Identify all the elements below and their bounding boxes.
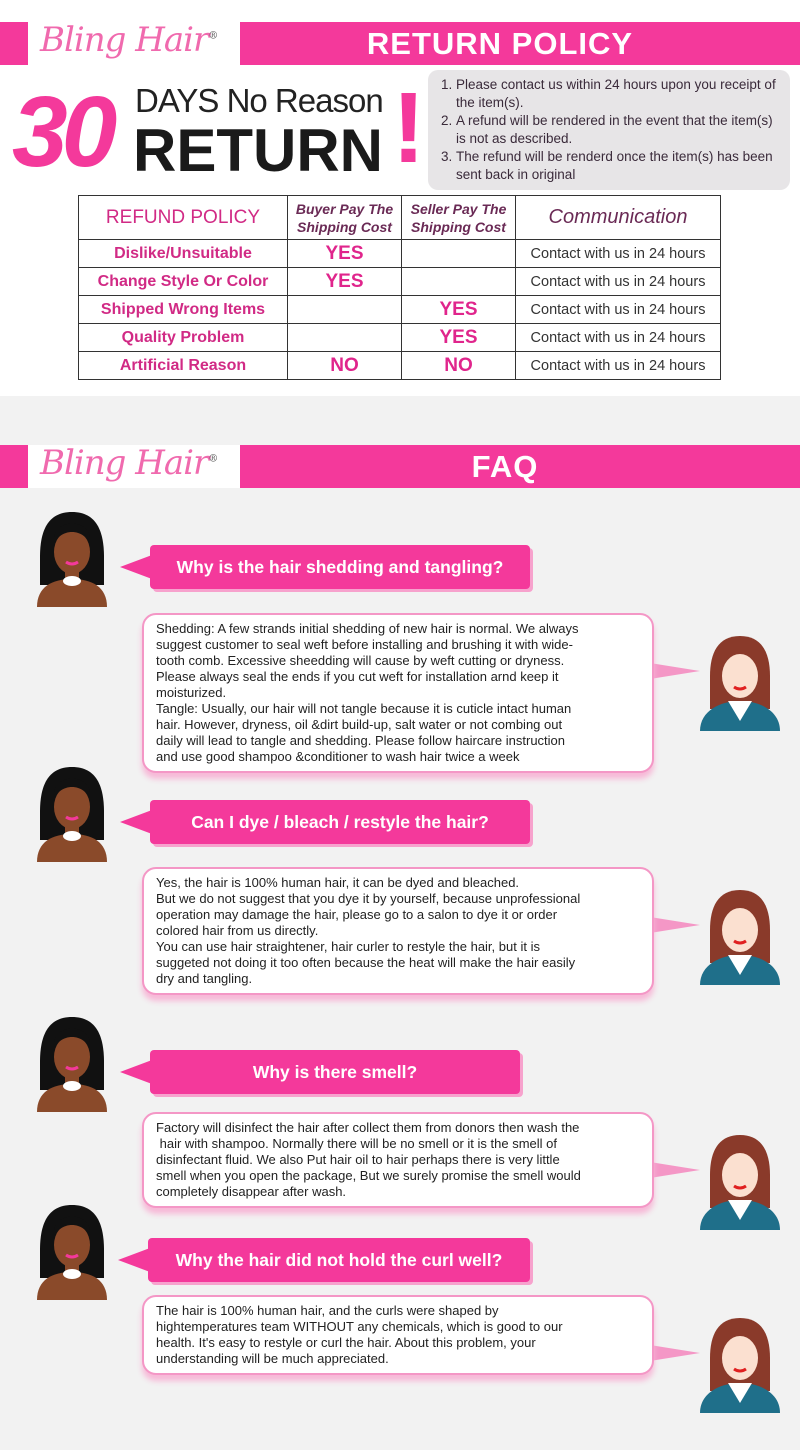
table-row: Artificial Reason NO NO Contact with us in … bbox=[78, 351, 721, 380]
cell: Contact with us in 24 hours bbox=[515, 239, 721, 268]
faq-answer: Factory will disinfect the hair after co… bbox=[142, 1112, 654, 1208]
policy-notes: Please contact us within 24 hours upon y… bbox=[428, 70, 790, 190]
brand-logo: Bling Hair® bbox=[40, 20, 218, 60]
header-left-accent bbox=[0, 22, 28, 65]
answer-pointer bbox=[650, 1345, 700, 1361]
cell bbox=[401, 239, 516, 268]
cell: Contact with us in 24 hours bbox=[515, 351, 721, 380]
customer-avatar bbox=[32, 762, 112, 867]
table-row: Dislike/Unsuitable YES Contact with us in … bbox=[78, 239, 721, 268]
policy-point: The refund will be renderd once the item… bbox=[456, 148, 782, 184]
cell: Contact with us in 24 hours bbox=[515, 295, 721, 324]
cell: NO bbox=[401, 351, 516, 380]
faq-answer: The hair is 100% human hair, and the cur… bbox=[142, 1295, 654, 1375]
question-pointer bbox=[120, 555, 152, 579]
col-header: Buyer Pay The Shipping Cost bbox=[287, 195, 402, 240]
answer-pointer bbox=[650, 663, 700, 679]
cell: Shipped Wrong Items bbox=[78, 295, 288, 324]
faq-left-accent bbox=[0, 445, 28, 488]
policy-point: A refund will be rendered in the event t… bbox=[456, 112, 782, 148]
cell bbox=[287, 323, 402, 352]
col-header: Communication bbox=[515, 195, 721, 240]
faq-question: Why is the hair shedding and tangling? bbox=[150, 545, 530, 589]
hero-line2: RETURN bbox=[133, 117, 383, 184]
return-policy-title: RETURN POLICY bbox=[240, 22, 800, 65]
support-avatar bbox=[700, 631, 780, 736]
refund-policy-table: REFUND POLICY Buyer Pay The Shipping Cos… bbox=[78, 195, 721, 380]
table-row: Quality Problem YES Contact with us in 24 … bbox=[78, 323, 721, 352]
policy-point: Please contact us within 24 hours upon y… bbox=[456, 76, 782, 112]
cell: Quality Problem bbox=[78, 323, 288, 352]
customer-avatar bbox=[32, 507, 112, 612]
hero-line1: DAYS No Reason bbox=[135, 82, 384, 119]
cell: Contact with us in 24 hours bbox=[515, 267, 721, 296]
hero-exclamation: ! bbox=[392, 72, 426, 184]
cell: YES bbox=[401, 323, 516, 352]
table-row: Change Style Or Color YES Contact with us … bbox=[78, 267, 721, 296]
faq-answer: Shedding: A few strands initial shedding… bbox=[142, 613, 654, 773]
brand-logo: Bling Hair® bbox=[40, 443, 218, 483]
support-avatar bbox=[700, 1130, 780, 1235]
faq-answer: Yes, the hair is 100% human hair, it can… bbox=[142, 867, 654, 995]
cell: Artificial Reason bbox=[78, 351, 288, 380]
support-avatar bbox=[700, 885, 780, 990]
cell: YES bbox=[287, 267, 402, 296]
cell bbox=[401, 267, 516, 296]
support-avatar bbox=[700, 1313, 780, 1418]
cell bbox=[287, 295, 402, 324]
cell: Change Style Or Color bbox=[78, 267, 288, 296]
col-header: Seller Pay The Shipping Cost bbox=[401, 195, 516, 240]
question-pointer bbox=[120, 1060, 152, 1084]
faq-question: Why the hair did not hold the curl well? bbox=[148, 1238, 530, 1282]
cell: NO bbox=[287, 351, 402, 380]
customer-avatar bbox=[32, 1200, 112, 1305]
cell: YES bbox=[287, 239, 402, 268]
faq-logo-bg bbox=[28, 445, 240, 488]
question-pointer bbox=[120, 810, 152, 834]
cell: Dislike/Unsuitable bbox=[78, 239, 288, 268]
faq-title: FAQ bbox=[240, 445, 800, 488]
customer-avatar bbox=[32, 1012, 112, 1117]
cell: YES bbox=[401, 295, 516, 324]
faq-question: Can I dye / bleach / restyle the hair? bbox=[150, 800, 530, 844]
table-row: Shipped Wrong Items YES Contact with us in… bbox=[78, 295, 721, 324]
col-header: REFUND POLICY bbox=[78, 195, 288, 240]
answer-pointer bbox=[650, 917, 700, 933]
question-pointer bbox=[118, 1248, 150, 1272]
cell: Contact with us in 24 hours bbox=[515, 323, 721, 352]
faq-question: Why is there smell? bbox=[150, 1050, 520, 1094]
hero-number: 30 bbox=[12, 76, 117, 188]
answer-pointer bbox=[650, 1162, 700, 1178]
